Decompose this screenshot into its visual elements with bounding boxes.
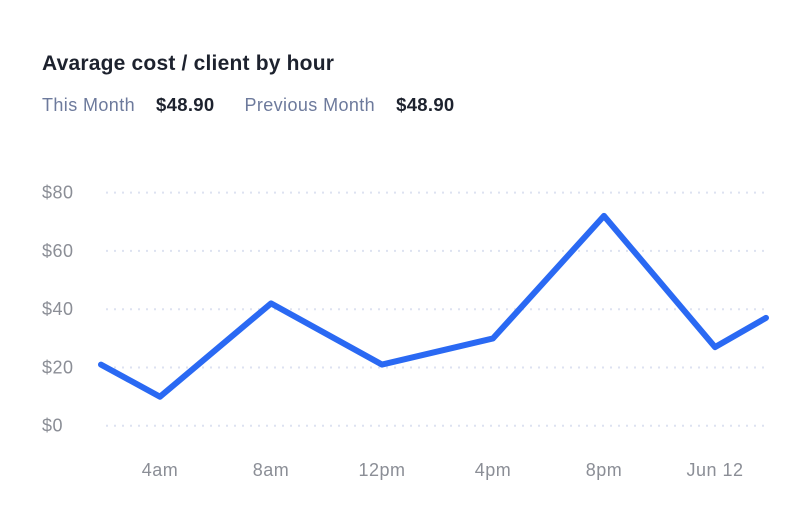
y-axis-label: $20: [42, 357, 74, 377]
x-axis-label: 4pm: [475, 460, 512, 480]
legend-value-previous-month: $48.90: [396, 94, 455, 115]
y-axis-label: $60: [42, 241, 74, 261]
y-axis-label: $0: [42, 416, 63, 436]
x-axis-label: 8am: [253, 460, 290, 480]
y-axis-label: $80: [42, 183, 74, 203]
y-axis-label: $40: [42, 299, 74, 319]
legend-label-previous-month: Previous Month: [244, 95, 376, 115]
legend-value-this-month: $48.90: [156, 94, 215, 115]
chart-legend: This Month $48.90 Previous Month $48.90: [42, 94, 455, 116]
x-axis-label: 8pm: [586, 460, 623, 480]
legend-label-this-month: This Month: [42, 95, 136, 115]
x-axis-label: 12pm: [358, 460, 405, 480]
x-axis-label: 4am: [142, 460, 179, 480]
series-line-this-month: [98, 212, 769, 400]
x-axis-label: Jun 12: [686, 460, 743, 480]
chart-title: Avarage cost / client by hour: [42, 52, 335, 75]
